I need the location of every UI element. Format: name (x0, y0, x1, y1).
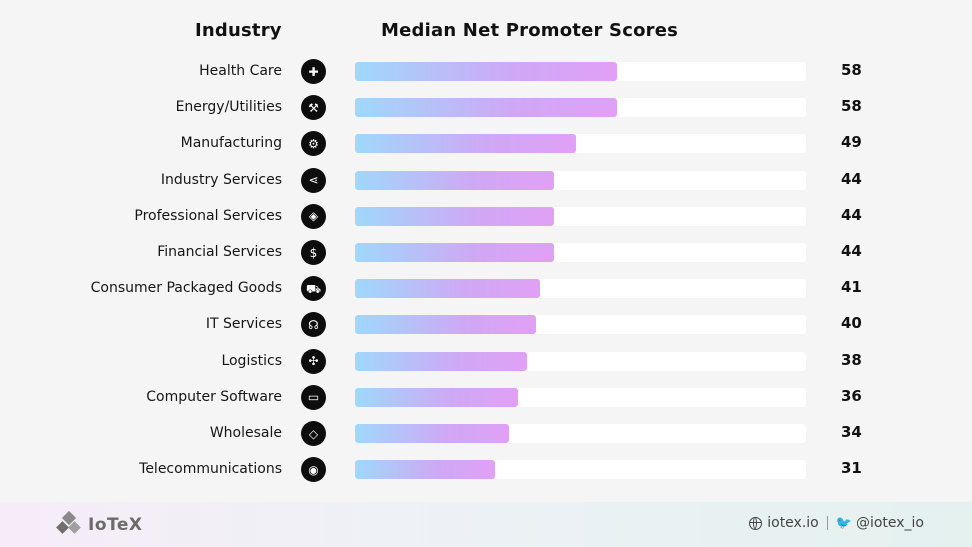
category-label: Wholesale (209, 425, 282, 441)
iotex-logo-icon (56, 510, 82, 537)
bar (355, 62, 617, 81)
data-label: 44 (841, 205, 862, 224)
category-label: Energy/Utilities (175, 99, 282, 116)
bar (355, 460, 496, 480)
globe-icon (749, 516, 763, 530)
bar (355, 351, 527, 371)
bar-track (355, 424, 806, 443)
puzzle-icon: ✣ (301, 348, 326, 374)
data-label: 34 (841, 423, 862, 441)
bar-track (355, 460, 806, 480)
footer: IoTeX iotex.io 🐦 @iotex_io (0, 502, 972, 547)
bar-track (355, 279, 806, 299)
laptop-icon: ▭ (301, 384, 326, 410)
bar-row: Energy/Utilities ⚒ 58 (0, 94, 972, 122)
bar-row: Health Care ✚ 58 (0, 58, 972, 86)
wrench-icon: ⚒ (301, 95, 326, 121)
category-label: Computer Software (146, 388, 282, 405)
footer-links: iotex.io 🐦 @iotex_io (749, 515, 924, 531)
industry-header: Industry (195, 20, 282, 41)
gear-icon: ⚙ (301, 131, 326, 157)
data-label: 41 (841, 278, 862, 297)
bar-track (355, 62, 806, 81)
broadcast-icon: ◉ (301, 457, 326, 483)
bar (355, 315, 536, 335)
divider (826, 516, 828, 530)
chart-title: Median Net Promoter Scores (381, 20, 679, 41)
website-link[interactable]: iotex.io (767, 515, 819, 531)
bar-track (355, 170, 806, 190)
category-label: Health Care (199, 63, 282, 79)
bar-row: Logistics ✣ 38 (0, 348, 972, 376)
bar (355, 134, 577, 154)
twitter-icon: 🐦 (835, 515, 852, 531)
bar-row: Computer Software ▭ 36 (0, 384, 972, 412)
brand-name: IoTeX (88, 515, 143, 535)
bar-row: IT Services ☊ 40 (0, 311, 972, 339)
category-label: Consumer Packaged Goods (90, 280, 282, 297)
data-label: 38 (841, 350, 862, 369)
data-label: 31 (841, 459, 862, 478)
bar-row: Telecommunications ◉ 31 (0, 456, 972, 484)
dollar-cycle-icon: $ (301, 240, 326, 265)
bar-track (355, 351, 806, 371)
data-label: 36 (841, 386, 862, 405)
bar-track (355, 98, 806, 118)
tag-icon: ◇ (301, 421, 326, 446)
twitter-handle[interactable]: @iotex_io (855, 515, 924, 531)
handshake-icon: ◈ (301, 203, 326, 229)
data-label: 44 (841, 242, 862, 260)
headset-icon: ☊ (301, 312, 326, 338)
data-label: 58 (841, 61, 862, 79)
bar-row: Financial Services $44 (0, 239, 972, 267)
category-label: IT Services (205, 316, 282, 333)
share-icon: ⋖ (301, 167, 326, 193)
cart-icon: ⛟ (301, 276, 326, 302)
bar-track (355, 134, 806, 154)
shield-plus-icon: ✚ (301, 59, 326, 84)
category-label: Professional Services (134, 207, 282, 224)
data-label: 49 (841, 133, 862, 152)
bar (355, 206, 554, 226)
data-label: 44 (841, 169, 862, 188)
data-label: 40 (841, 314, 862, 333)
bar (355, 279, 541, 299)
bar-track (355, 315, 806, 335)
bar (355, 243, 554, 262)
bar-row: Industry Services ⋖ 44 (0, 167, 972, 195)
bar-row: Manufacturing ⚙ 49 (0, 130, 972, 158)
category-label: Financial Services (157, 244, 282, 260)
bar-track (355, 387, 806, 407)
bar-row: Wholesale ◇ 34 (0, 420, 972, 448)
data-label: 58 (841, 97, 862, 116)
bar-row: Professional Services ◈ 44 (0, 203, 972, 231)
category-label: Telecommunications (139, 461, 282, 478)
bar-row: Consumer Packaged Goods ⛟ 41 (0, 275, 972, 303)
bar-track (355, 243, 806, 262)
bar (355, 424, 509, 443)
bar (355, 387, 518, 407)
bar (355, 98, 617, 118)
bar-track (355, 206, 806, 226)
category-label: Logistics (221, 352, 282, 369)
category-label: Industry Services (160, 171, 282, 188)
brand-logo[interactable]: IoTeX (56, 510, 143, 537)
category-label: Manufacturing (180, 135, 282, 152)
bar (355, 170, 554, 190)
